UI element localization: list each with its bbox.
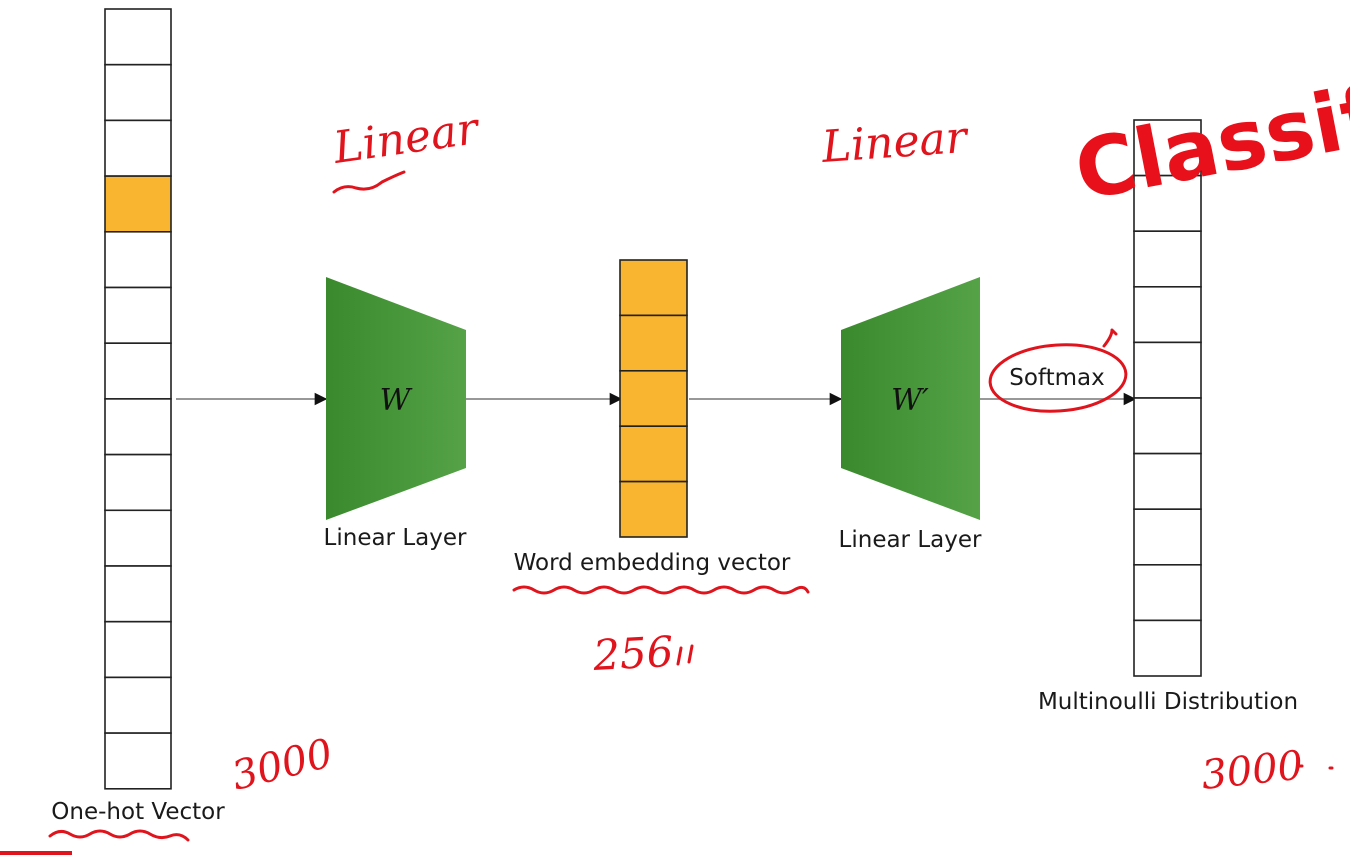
encoder-layer-label: Linear Layer [324, 525, 467, 551]
decoder-trapezoid [841, 277, 980, 520]
one-hot-cell [104, 8, 172, 66]
output-cell [1133, 174, 1202, 233]
one-hot-cell [104, 453, 172, 512]
one-hot-cell [104, 231, 172, 289]
one-hot-cell [104, 398, 172, 456]
embedding-cell [619, 314, 688, 372]
output-cell [1133, 397, 1202, 455]
annotation-output-dots [1298, 764, 1334, 770]
input-vector-label: One-hot Vector [51, 799, 225, 825]
one-hot-cell [104, 565, 172, 623]
one-hot-cell [104, 119, 172, 177]
annotation-linear-left: Linear [329, 103, 484, 174]
annotation-embedding-size: 256 [591, 627, 675, 680]
output-cell [1133, 508, 1202, 566]
softmax-circle-tail [1102, 328, 1118, 348]
one-hot-cell [104, 732, 172, 790]
embedding-label-underline [512, 585, 810, 595]
decoder-weight-symbol: W′ [891, 383, 929, 418]
decoder-layer-label: Linear Layer [839, 527, 982, 553]
output-vector-label: Multinoulli Distribution [1038, 689, 1298, 715]
embedding-cell [619, 369, 688, 427]
multinoulli-output-vector [1133, 119, 1202, 677]
annotation-output-size: 3000 [1199, 743, 1305, 799]
one-hot-cell [104, 509, 172, 567]
softmax-label: Softmax [1009, 365, 1105, 391]
annotation-input-size: 3000 [227, 730, 337, 799]
output-cell [1133, 619, 1202, 677]
word-embedding-vector [619, 259, 688, 538]
embedding-label: Word embedding vector [514, 550, 791, 576]
output-cell [1133, 230, 1202, 288]
output-cell [1133, 119, 1202, 177]
decoder-linear-layer: W′ Linear Layer [839, 277, 982, 553]
annotation-ditto-marks [676, 644, 694, 666]
annotation-linear-left-underline [332, 170, 406, 194]
one-hot-cell [104, 342, 172, 400]
output-cell [1133, 341, 1202, 399]
encoder-trapezoid [326, 277, 466, 520]
annotation-linear-right: Linear [819, 112, 971, 173]
output-cell [1133, 452, 1202, 511]
embedding-cell [619, 425, 688, 483]
embedding-cell [619, 259, 688, 317]
output-cell [1133, 285, 1202, 344]
one-hot-cell [104, 676, 172, 734]
encoder-linear-layer: W Linear Layer [324, 277, 467, 551]
one-hot-label-underline [48, 829, 190, 842]
one-hot-vector [104, 8, 172, 790]
one-hot-cell [104, 175, 172, 233]
one-hot-cell [104, 63, 172, 122]
embedding-cell [619, 480, 688, 538]
encoder-weight-symbol: W [380, 383, 413, 418]
output-cell [1133, 563, 1202, 622]
one-hot-cell [104, 286, 172, 345]
softmax-circle [988, 343, 1128, 413]
classification-stamp: Classific [1068, 54, 1350, 220]
one-hot-cell [104, 620, 172, 679]
